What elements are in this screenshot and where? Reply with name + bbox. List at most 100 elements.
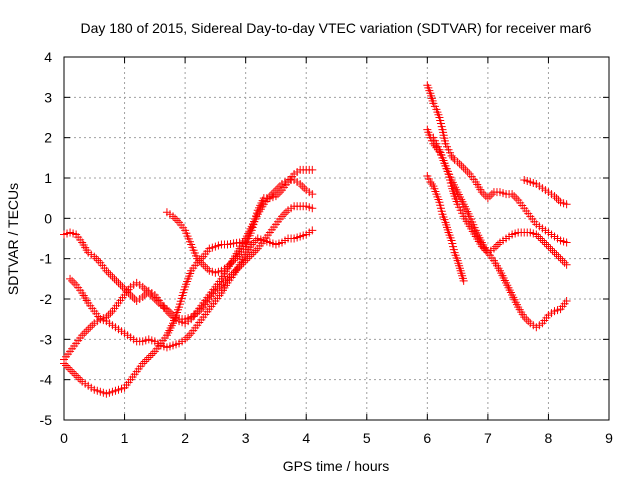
series-arc8 [429, 133, 571, 332]
data-point [556, 254, 565, 263]
y-axis-label: SDTVAR / TECUs [5, 183, 21, 295]
data-point [251, 236, 260, 245]
data-point [275, 188, 284, 197]
data-point [271, 192, 280, 201]
data-point [298, 182, 307, 191]
series-arc1 [60, 176, 317, 328]
data-point [282, 208, 291, 217]
data-point [148, 349, 157, 358]
data-point [211, 286, 220, 295]
data-point [455, 159, 464, 168]
data-point [197, 305, 206, 314]
data-point [76, 375, 85, 384]
data-point [540, 238, 549, 247]
data-point [251, 246, 260, 255]
data-point [483, 194, 492, 203]
data-point [477, 188, 486, 197]
data-point [308, 165, 317, 174]
data-point [112, 276, 121, 285]
data-point [544, 242, 553, 251]
x-tick-label: 4 [302, 430, 310, 446]
data-point [562, 200, 571, 209]
data-point [185, 331, 194, 340]
data-point [110, 274, 119, 283]
data-point [249, 238, 258, 247]
x-tick-label: 8 [545, 430, 553, 446]
data-point [169, 212, 177, 221]
data-point [300, 184, 309, 193]
data-point [203, 264, 212, 273]
data-point [94, 256, 103, 265]
data-point [60, 359, 68, 368]
data-point [487, 190, 496, 199]
data-point [542, 240, 551, 249]
data-point [479, 190, 488, 199]
x-tick-label: 6 [423, 430, 431, 446]
data-point [243, 254, 252, 263]
y-tick-label: 1 [44, 170, 52, 186]
data-point [68, 276, 77, 285]
data-point [195, 256, 204, 265]
data-point [520, 313, 529, 322]
data-point [221, 276, 230, 285]
data-point [171, 214, 180, 223]
series-arc9 [423, 171, 468, 285]
data-point [223, 262, 232, 271]
data-point [142, 355, 151, 364]
data-point [62, 361, 71, 370]
data-point [102, 266, 111, 275]
data-point [536, 234, 545, 243]
data-point [508, 190, 517, 199]
data-point [558, 256, 567, 265]
data-point [225, 260, 234, 269]
data-point [162, 305, 171, 314]
data-point [550, 248, 559, 257]
data-point [74, 373, 83, 382]
data-point [146, 290, 155, 299]
data-point [562, 238, 571, 247]
data-point [197, 258, 206, 267]
data-point [308, 226, 317, 235]
series-arc6 [423, 81, 571, 247]
y-tick-label: -3 [40, 331, 53, 347]
data-point [489, 244, 498, 253]
data-point [233, 252, 242, 261]
data-point [90, 252, 99, 261]
data-point [82, 327, 91, 336]
data-point [66, 274, 75, 283]
data-point [463, 167, 472, 176]
data-point [426, 178, 435, 187]
data-point [522, 315, 531, 324]
data-point [201, 262, 210, 271]
data-point [140, 284, 149, 293]
data-point [538, 236, 547, 245]
data-point [213, 284, 222, 293]
data-point [447, 151, 456, 160]
data-point [199, 260, 208, 269]
data-point [92, 254, 101, 263]
y-tick-label: 3 [44, 89, 52, 105]
x-tick-label: 0 [60, 430, 68, 446]
data-point [114, 278, 123, 287]
data-point [144, 288, 153, 297]
data-point [116, 280, 125, 289]
data-point [193, 309, 202, 318]
data-point [459, 276, 468, 285]
data-point [154, 299, 163, 308]
x-tick-label: 1 [121, 430, 129, 446]
data-point [308, 204, 317, 213]
x-tick-label: 3 [242, 430, 250, 446]
data-point [562, 297, 571, 306]
y-tick-label: -4 [40, 372, 53, 388]
data-point [534, 232, 543, 241]
data-point [64, 363, 73, 372]
data-point [142, 286, 151, 295]
data-point [144, 353, 153, 362]
data-point [215, 282, 224, 291]
data-point [552, 250, 561, 259]
data-point [86, 323, 95, 332]
data-point [72, 371, 81, 380]
data-point [457, 161, 466, 170]
data-point [532, 230, 541, 239]
